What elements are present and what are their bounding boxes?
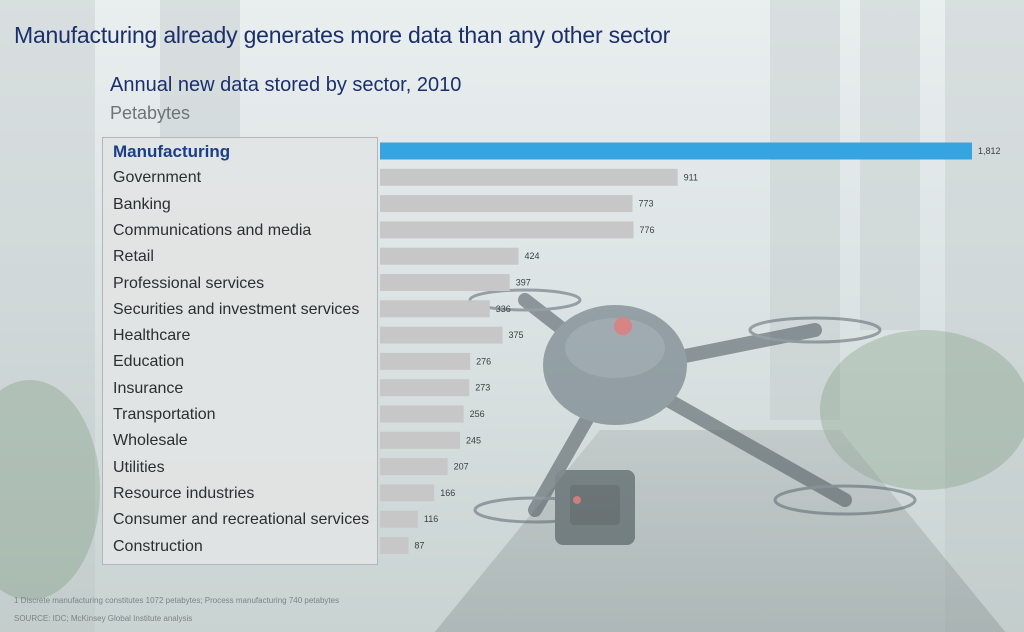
value-label: 166	[440, 488, 455, 498]
category-label: Communications and media	[113, 221, 312, 239]
category-label: Insurance	[113, 379, 184, 397]
category-label: Consumer and recreational services	[113, 511, 370, 529]
chart-title: Annual new data stored by sector, 2010	[110, 74, 462, 96]
bar-utilities	[380, 458, 448, 476]
value-label: 276	[476, 356, 491, 366]
value-label: 375	[509, 330, 524, 340]
bar-construction	[380, 537, 409, 554]
bar-wholesale	[380, 431, 461, 449]
category-label: Construction	[113, 537, 203, 555]
chart-unit-label: Petabytes	[110, 103, 191, 123]
category-label: Healthcare	[113, 327, 191, 345]
bar-transportation	[380, 405, 464, 423]
bar-manufacturing	[380, 142, 972, 160]
page-headline: Manufacturing already generates more dat…	[14, 22, 671, 48]
category-label: Retail	[113, 248, 154, 266]
category-label: Wholesale	[113, 432, 188, 450]
value-label: 256	[470, 409, 485, 419]
drone-image	[468, 288, 917, 545]
value-label: 273	[475, 383, 490, 393]
bar-resource-industries	[380, 484, 435, 502]
bar-government	[380, 168, 678, 186]
category-label: Manufacturing	[113, 142, 231, 161]
value-label: 1,812	[978, 146, 1001, 156]
category-label: Education	[113, 353, 185, 371]
value-label: 776	[640, 225, 655, 235]
value-label: 87	[414, 541, 424, 551]
bar-insurance	[380, 379, 470, 397]
category-label: Resource industries	[113, 484, 255, 502]
value-label: 397	[516, 278, 531, 288]
bar-consumer-and-recreational-services	[380, 510, 418, 528]
bar-securities-and-investment-services	[380, 300, 490, 318]
value-label: 207	[454, 462, 469, 472]
category-label: Utilities	[113, 458, 165, 476]
value-label: 116	[424, 514, 438, 524]
category-label: Securities and investment services	[113, 300, 360, 318]
bar-professional-services	[380, 274, 510, 291]
value-label: 773	[639, 199, 654, 209]
category-label-panel: Manufacturing Government Banking Communicat…	[102, 137, 378, 565]
footnote: 1 Discrete manufacturing constitutes 107…	[14, 596, 340, 605]
source-note: SOURCE: IDC; McKinsey Global Institute a…	[14, 614, 193, 623]
bar-communications-and-media	[380, 221, 634, 239]
bar-retail	[380, 247, 519, 265]
category-label: Banking	[113, 195, 171, 213]
category-label: Professional services	[113, 274, 265, 292]
bar-healthcare	[380, 326, 503, 344]
category-label: Transportation	[113, 406, 216, 423]
bar-education	[380, 352, 471, 370]
value-label: 336	[496, 304, 511, 314]
value-label: 245	[466, 435, 481, 445]
value-label: 911	[684, 172, 698, 182]
value-label: 424	[525, 251, 540, 261]
bar-banking	[380, 195, 633, 213]
category-label: Government	[113, 169, 202, 187]
